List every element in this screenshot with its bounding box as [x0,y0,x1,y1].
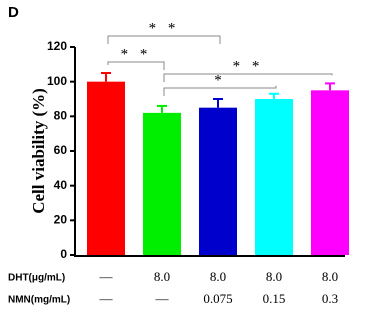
y-tick-label: 100 [47,74,67,88]
panel-label: D [8,4,19,21]
y-tick-label: 0 [60,247,67,261]
significance-bracket [107,35,221,44]
significance-bracket [163,85,277,96]
y-tick-label: 40 [54,178,68,192]
significance-label: * [214,72,226,88]
y-tick-label: 20 [54,213,68,227]
bar [311,90,349,255]
y-tick-label: 60 [54,143,68,157]
bar [255,99,293,255]
bar [87,81,125,256]
condition-value: 0.3 [322,291,338,306]
condition-value: 0.15 [263,291,286,306]
condition-value: 0.075 [203,291,232,306]
condition-value: — [99,291,114,306]
condition-value: 8.0 [154,269,170,284]
condition-value: 8.0 [266,269,282,284]
bar [143,112,181,255]
y-tick-label: 80 [54,109,68,123]
condition-value: — [155,291,170,306]
y-axis-label: Cell viability (%) [29,88,48,214]
significance-bracket [107,61,165,70]
condition-label: NMN(mg/mL) [8,295,70,306]
condition-value: — [99,269,114,284]
significance-label: * * [233,58,264,74]
significance-bracket [163,73,333,82]
bar [199,107,237,256]
significance-label: * * [121,46,152,62]
condition-label: DHT(μg/mL) [8,273,65,284]
condition-value: 8.0 [322,269,338,284]
significance-label: * * [149,20,180,36]
condition-value: 8.0 [210,269,226,284]
y-tick-label: 120 [47,39,67,53]
